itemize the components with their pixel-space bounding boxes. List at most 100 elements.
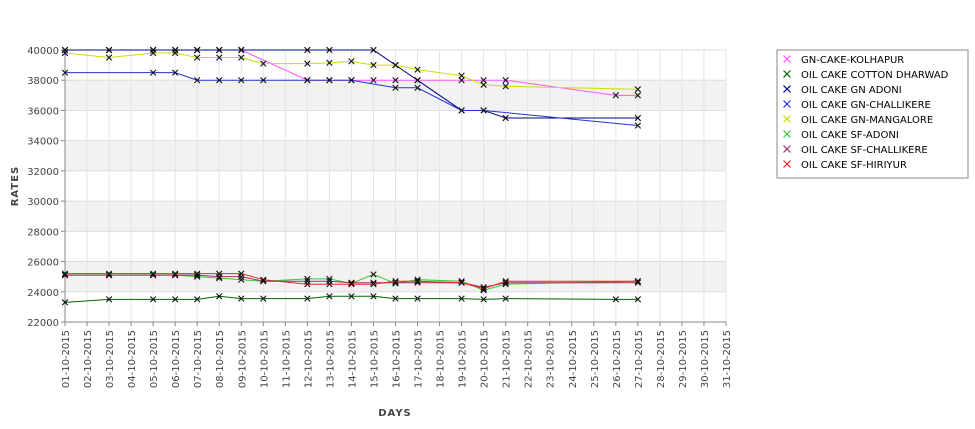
x-tick-label: 05-10-2015 <box>149 330 160 388</box>
y-tick-label: 34000 <box>27 137 59 148</box>
legend-item: OIL CAKE GN-CHALLIKERE <box>783 100 931 111</box>
data-point <box>238 77 245 84</box>
x-tick-label: 10-10-2015 <box>259 330 270 388</box>
legend-label: OIL CAKE GN-CHALLIKERE <box>801 100 931 111</box>
data-point <box>392 295 399 302</box>
data-point <box>149 69 157 76</box>
data-point <box>171 49 179 57</box>
data-point <box>171 69 179 76</box>
data-point <box>502 83 509 90</box>
data-point <box>61 299 69 306</box>
legend-item: OIL CAKE SF-ADONI <box>783 130 899 141</box>
data-point <box>414 295 421 302</box>
data-point <box>105 46 113 54</box>
legend-label: OIL CAKE COTTON DHARWAD <box>801 70 949 81</box>
data-point <box>326 77 333 84</box>
data-point <box>414 278 421 285</box>
data-point <box>260 295 267 302</box>
legend-item: OIL CAKE SF-HIRIYUR <box>783 160 907 171</box>
data-point <box>238 46 245 54</box>
data-point <box>149 49 157 57</box>
y-tick-label: 22000 <box>27 318 59 329</box>
legend-item: OIL CAKE GN-MANGALORE <box>783 115 933 126</box>
data-point <box>634 114 642 122</box>
data-point <box>370 271 377 278</box>
data-point <box>149 270 157 277</box>
data-point <box>348 77 355 84</box>
data-point <box>634 296 642 303</box>
data-point <box>216 77 223 84</box>
data-point <box>194 46 201 54</box>
data-point <box>304 77 311 84</box>
x-axis-label: DAYS <box>378 408 412 419</box>
y-tick-label: 28000 <box>27 227 59 238</box>
data-point <box>480 296 487 303</box>
x-tick-label: 06-10-2015 <box>171 330 182 388</box>
data-point <box>392 77 399 84</box>
data-point <box>260 77 267 84</box>
x-tick-label: 04-10-2015 <box>127 330 138 388</box>
x-tick-label: 13-10-2015 <box>325 330 336 388</box>
data-point <box>348 281 355 288</box>
data-point <box>612 92 620 99</box>
data-point <box>348 293 355 300</box>
data-point <box>370 77 377 84</box>
series-oil-cake-cotton-dharwad <box>61 293 642 306</box>
y-tick-label: 32000 <box>27 167 59 178</box>
y-tick-label: 30000 <box>27 197 59 208</box>
x-tick-label: 20-10-2015 <box>480 330 491 388</box>
data-point <box>326 293 333 300</box>
x-tick-label: 14-10-2015 <box>347 330 358 388</box>
x-tick-label: 17-10-2015 <box>414 330 425 388</box>
data-point <box>171 270 179 277</box>
x-tick-label: 07-10-2015 <box>193 330 204 388</box>
data-point <box>480 81 487 88</box>
x-tick-label: 28-10-2015 <box>656 330 667 388</box>
x-tick-label: 31-10-2015 <box>722 330 733 388</box>
data-point <box>238 54 245 61</box>
data-point <box>502 278 509 285</box>
legend-marker <box>783 70 791 78</box>
y-axis-ticks: 22000 24000 26000 28000 30000 32000 34000 36000… <box>27 46 65 329</box>
series-oil-cake-gn-mangalore <box>61 49 642 93</box>
data-point <box>458 72 465 79</box>
data-point <box>480 285 487 292</box>
data-point <box>216 293 223 300</box>
data-point <box>458 77 465 84</box>
data-point <box>304 60 311 67</box>
legend-marker <box>783 145 791 153</box>
data-point <box>304 46 311 54</box>
series-oil-cake-gn-challikere <box>61 69 642 129</box>
x-tick-label: 12-10-2015 <box>303 330 314 388</box>
x-axis-ticks: 01-10-2015 02-10-2015 03-10-2015 04-10-2015… <box>61 322 733 388</box>
x-tick-label: 16-10-2015 <box>392 330 403 388</box>
data-point <box>194 77 201 84</box>
data-point <box>348 58 355 65</box>
x-tick-label: 15-10-2015 <box>369 330 380 388</box>
data-point <box>634 278 642 285</box>
legend-marker <box>783 100 791 108</box>
legend-item: OIL CAKE COTTON DHARWAD <box>783 70 949 81</box>
data-point <box>194 54 201 61</box>
series-lines <box>61 46 642 306</box>
legend-label: GN-CAKE-KOLHAPUR <box>801 55 904 66</box>
legend-item: OIL CAKE SF-CHALLIKERE <box>783 145 928 156</box>
x-tick-label: 02-10-2015 <box>83 330 94 388</box>
data-point <box>502 77 509 84</box>
data-point <box>392 278 399 285</box>
x-tick-label: 01-10-2015 <box>61 330 72 388</box>
x-tick-label: 22-10-2015 <box>524 330 535 388</box>
series-oil-cake-sf-hiriyur <box>61 270 642 292</box>
legend-label: OIL CAKE SF-HIRIYUR <box>801 160 907 171</box>
data-point <box>414 77 421 84</box>
grid-lines <box>64 49 727 323</box>
x-tick-label: 18-10-2015 <box>436 330 447 388</box>
y-tick-label: 40000 <box>27 46 59 57</box>
data-point <box>105 54 113 61</box>
y-tick-label: 36000 <box>27 106 59 117</box>
data-point <box>634 86 642 93</box>
y-tick-label: 24000 <box>27 288 59 299</box>
legend-label: OIL CAKE SF-CHALLIKERE <box>801 145 928 156</box>
data-point <box>458 295 465 302</box>
data-point <box>194 270 201 277</box>
